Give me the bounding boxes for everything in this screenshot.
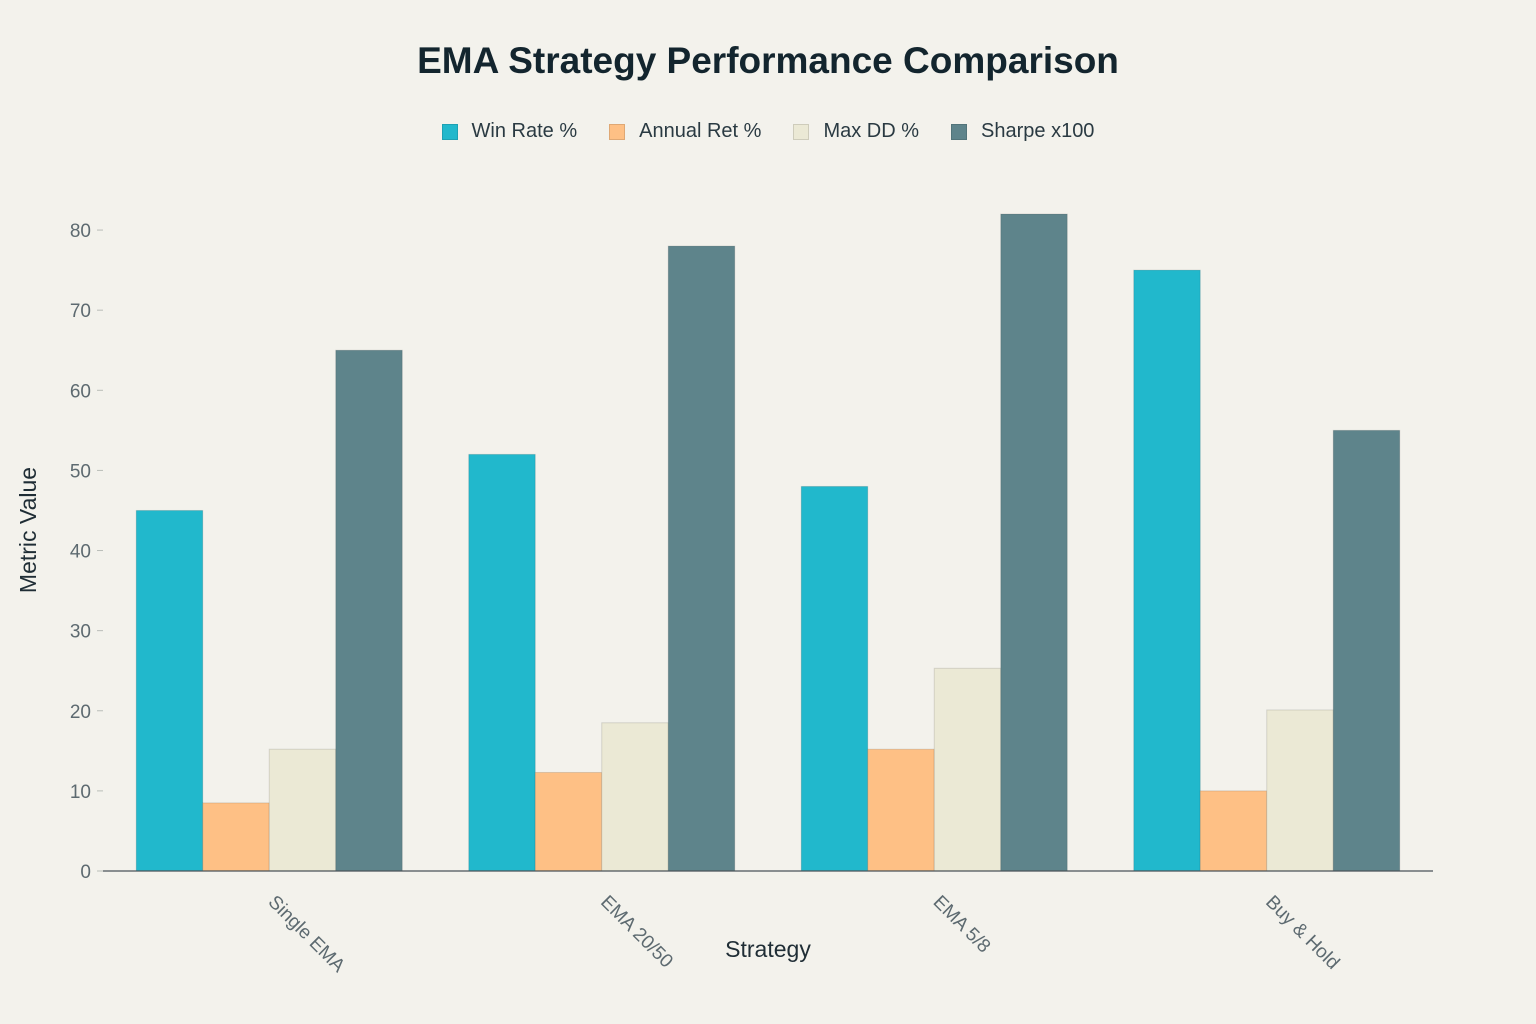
y-tick-label: 60 [70, 381, 91, 402]
legend-item[interactable]: Sharpe x100 [951, 120, 1094, 143]
bar [867, 748, 935, 872]
bar [933, 667, 1002, 872]
legend-item[interactable]: Annual Ret % [609, 120, 761, 143]
bar [601, 722, 669, 872]
legend-swatch [793, 123, 810, 140]
y-axis-title: Metric Value [15, 467, 41, 593]
x-tick-label: EMA 5/8 [929, 892, 995, 958]
bar [335, 349, 403, 872]
legend-label: Win Rate % [471, 120, 578, 142]
y-tick-label: 40 [70, 542, 91, 563]
y-tick-label: 50 [70, 461, 91, 482]
bar [202, 802, 270, 872]
legend-item[interactable]: Win Rate % [441, 120, 578, 143]
legend-label: Max DD % [823, 120, 920, 142]
chart-title: EMA Strategy Performance Comparison [417, 40, 1119, 81]
bar [1000, 213, 1068, 872]
legend-swatch [441, 123, 458, 140]
bar [268, 748, 337, 872]
bar [534, 771, 603, 872]
y-tick-label: 20 [70, 702, 91, 723]
x-axis-title: Strategy [725, 936, 811, 962]
legend-swatch [609, 123, 626, 140]
bar [1199, 790, 1268, 872]
y-tick-label: 70 [70, 301, 91, 322]
y-tick-label: 30 [70, 622, 91, 643]
bar [1133, 269, 1201, 872]
y-tick-label: 80 [70, 221, 91, 242]
bar [1332, 429, 1401, 872]
legend-label: Sharpe x100 [981, 120, 1095, 142]
legend: Win Rate % Annual Ret % Max DD % Sharpe x10… [0, 120, 1536, 143]
legend-swatch [951, 123, 968, 140]
bar [800, 485, 869, 872]
x-tick-label: Single EMA [264, 892, 349, 977]
y-tick-label: 0 [80, 862, 91, 883]
bar [1266, 709, 1334, 872]
bar [468, 453, 536, 872]
bar [135, 509, 204, 872]
x-tick-label: Buy & Hold [1261, 892, 1343, 974]
legend-item[interactable]: Max DD % [793, 120, 919, 143]
y-tick-label: 10 [70, 782, 91, 803]
bar [667, 245, 736, 872]
legend-label: Annual Ret % [639, 120, 762, 142]
x-tick-label: EMA 20/50 [596, 892, 677, 973]
